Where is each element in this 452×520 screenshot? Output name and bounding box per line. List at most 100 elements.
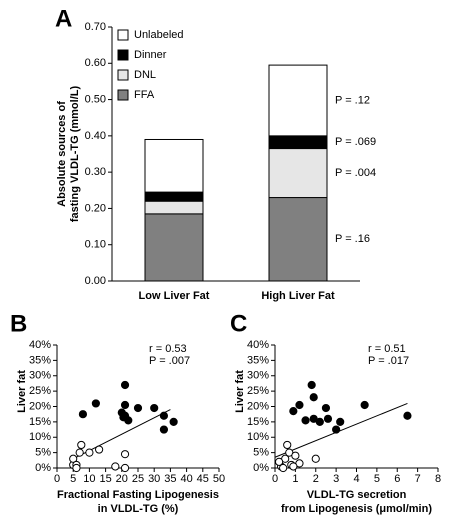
data-point (120, 400, 130, 410)
bar-segment (268, 135, 328, 150)
data-point (332, 425, 341, 434)
x-tick-label: 0 (54, 473, 60, 485)
legend-swatch (117, 49, 129, 61)
x-tick-label: 10 (83, 473, 95, 485)
bar-segment (144, 213, 204, 282)
bar-segment (268, 197, 328, 282)
annotation: r = 0.53 (149, 343, 187, 355)
data-point (72, 463, 81, 473)
x-tick-label: 1 (292, 473, 298, 485)
legend-swatch (117, 29, 129, 41)
data-point (309, 393, 318, 402)
x-tick-label: 2 (313, 473, 319, 485)
legend-label: Unlabeled (134, 29, 184, 41)
y-tick-label: 35% (29, 354, 51, 366)
annotation: P = .007 (149, 355, 190, 367)
data-point (301, 416, 310, 425)
p-value: P = .16 (335, 233, 370, 245)
y-tick-label: 0.40 (85, 130, 106, 142)
data-point (291, 451, 300, 460)
y-tick-label: 40% (29, 339, 51, 351)
data-point (283, 440, 292, 450)
legend-label: FFA (134, 89, 155, 101)
x-tick-label: 5 (374, 473, 380, 485)
y-tick-label: 0.70 (85, 21, 106, 33)
y-tick-label: 0.30 (85, 166, 106, 178)
data-point (403, 411, 412, 420)
p-value: P = .12 (335, 94, 370, 106)
y-tick-label: 0.20 (85, 202, 106, 214)
x-tick-label: High Liver Fat (261, 290, 335, 302)
data-point (120, 450, 130, 459)
x-tick-label: 3 (333, 473, 339, 485)
x-tick-label: 40 (180, 473, 192, 485)
data-point (159, 411, 169, 420)
trend-line (274, 402, 408, 458)
data-point (78, 410, 88, 419)
data-point (360, 400, 369, 410)
legend-label: Dinner (134, 49, 167, 61)
x-tick-label: 20 (116, 473, 128, 485)
x-axis-label: from Lipogenesis (μmol/min) (281, 503, 432, 515)
y-tick-label: 30% (247, 370, 269, 382)
y-axis-label: Liver fat (16, 370, 28, 413)
bar-segment (268, 64, 328, 137)
y-tick-label: 15% (247, 416, 269, 428)
legend-swatch (117, 89, 129, 101)
y-tick-label: 20% (29, 400, 51, 412)
x-axis-label: VLDL-TG secretion (307, 489, 407, 501)
x-tick-label: 35 (164, 473, 176, 485)
y-tick-label: 0.60 (85, 57, 106, 69)
bar-segment (144, 138, 204, 193)
y-tick-label: 40% (247, 339, 269, 351)
p-value: P = .004 (335, 167, 376, 179)
data-point (323, 414, 333, 423)
annotation: P = .017 (368, 355, 409, 367)
data-point (95, 445, 104, 454)
x-tick-label: 50 (213, 473, 225, 485)
x-tick-label: 45 (197, 473, 209, 485)
data-point (91, 399, 100, 408)
data-point (309, 414, 318, 423)
y-tick-label: 5% (35, 447, 51, 459)
x-tick-label: 6 (394, 473, 400, 485)
panel-label: A (55, 5, 72, 32)
y-tick-label: 0% (253, 462, 269, 474)
legend-label: DNL (134, 69, 156, 81)
data-point (69, 454, 78, 463)
data-point (289, 462, 298, 471)
data-point (124, 416, 133, 425)
x-tick-label: 8 (435, 473, 441, 485)
data-point (111, 462, 120, 471)
data-point (169, 417, 178, 426)
x-axis-label: in VLDL-TG (%) (98, 503, 179, 515)
y-tick-label: 5% (253, 447, 269, 459)
data-point (133, 403, 143, 413)
data-point (77, 440, 86, 450)
y-axis-label: Liver fat (234, 370, 246, 413)
bar-segment (144, 200, 204, 215)
data-point (159, 425, 169, 434)
y-tick-label: 35% (247, 354, 269, 366)
y-tick-label: 0% (35, 462, 51, 474)
x-tick-label: 5 (70, 473, 76, 485)
data-point (295, 400, 304, 410)
x-tick-label: 25 (132, 473, 144, 485)
annotation: r = 0.51 (368, 343, 406, 355)
data-point (75, 448, 84, 457)
y-tick-label: 15% (29, 416, 51, 428)
data-point (150, 403, 159, 413)
y-tick-label: 20% (247, 400, 269, 412)
bar-segment (268, 148, 328, 199)
y-tick-label: 25% (29, 385, 51, 397)
bar-segment (144, 191, 204, 202)
data-point (279, 463, 288, 473)
x-tick-label: 0 (272, 473, 278, 485)
x-tick-label: 7 (415, 473, 421, 485)
p-value: P = .069 (335, 136, 376, 148)
data-point (85, 448, 94, 457)
y-tick-label: 0.10 (85, 239, 106, 251)
y-tick-label: 25% (247, 385, 269, 397)
data-point (321, 403, 331, 413)
